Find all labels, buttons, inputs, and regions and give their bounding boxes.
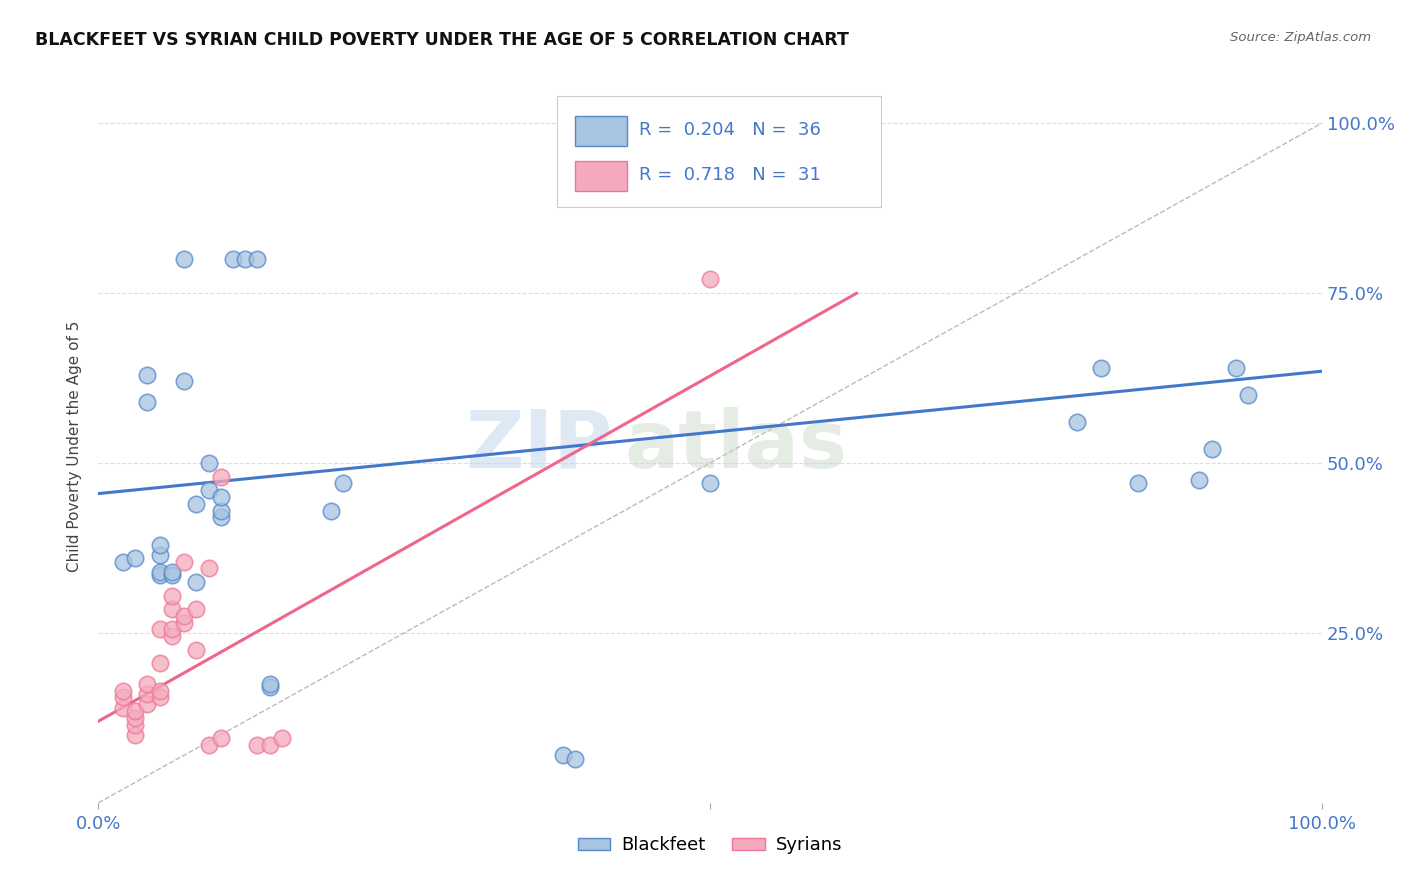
Point (259, 738, 281, 752)
Point (259, 680, 281, 694)
Point (111, 700, 134, 714)
Point (1201, 442, 1223, 457)
Point (564, 751, 586, 765)
Point (111, 690, 134, 705)
Point (186, 497, 208, 511)
Text: R =  0.718   N =  31: R = 0.718 N = 31 (640, 166, 821, 184)
Text: atlas: atlas (624, 407, 848, 485)
Point (699, 272, 721, 286)
Point (149, 623, 172, 637)
Point (111, 555, 134, 569)
Point (246, 252, 269, 266)
Text: Source: ZipAtlas.com: Source: ZipAtlas.com (1230, 31, 1371, 45)
Legend: Blackfeet, Syrians: Blackfeet, Syrians (571, 830, 849, 862)
Point (186, 602, 208, 616)
Point (149, 683, 172, 698)
Point (124, 551, 146, 566)
Point (149, 548, 172, 562)
FancyBboxPatch shape (575, 161, 627, 191)
Text: R =  0.204   N =  36: R = 0.204 N = 36 (640, 121, 821, 139)
Point (1237, 388, 1260, 402)
Text: ZIP: ZIP (465, 407, 612, 485)
Point (1128, 476, 1150, 491)
Point (136, 394, 159, 409)
Point (209, 490, 232, 504)
Point (149, 568, 172, 582)
Point (160, 602, 183, 616)
Point (173, 555, 195, 569)
Point (124, 704, 146, 718)
FancyBboxPatch shape (575, 116, 627, 145)
Point (149, 565, 172, 579)
Point (197, 561, 219, 575)
Point (186, 643, 208, 657)
Point (136, 677, 159, 691)
Point (197, 456, 219, 470)
Point (259, 677, 281, 691)
Point (124, 728, 146, 742)
Point (124, 717, 146, 731)
Point (197, 483, 219, 498)
Point (111, 683, 134, 698)
Point (197, 738, 219, 752)
Point (173, 615, 195, 630)
Point (553, 748, 575, 763)
Point (209, 503, 232, 517)
Point (136, 698, 159, 712)
Point (149, 537, 172, 551)
Point (160, 629, 183, 643)
Point (1090, 360, 1112, 375)
Point (160, 565, 183, 579)
Point (173, 252, 195, 266)
Point (160, 589, 183, 603)
Point (699, 476, 721, 491)
Point (136, 368, 159, 382)
Point (246, 738, 269, 752)
Point (149, 657, 172, 671)
Point (136, 687, 159, 701)
Point (222, 252, 245, 266)
Point (319, 503, 342, 517)
Point (209, 510, 232, 524)
Point (1066, 415, 1088, 429)
Point (1225, 360, 1247, 375)
Point (173, 608, 195, 623)
Point (173, 375, 195, 389)
Point (332, 476, 354, 491)
Point (124, 711, 146, 725)
Y-axis label: Child Poverty Under the Age of 5: Child Poverty Under the Age of 5 (67, 320, 83, 572)
Point (233, 252, 256, 266)
Point (149, 690, 172, 705)
Point (186, 574, 208, 589)
Point (160, 568, 183, 582)
Point (209, 731, 232, 746)
Text: BLACKFEET VS SYRIAN CHILD POVERTY UNDER THE AGE OF 5 CORRELATION CHART: BLACKFEET VS SYRIAN CHILD POVERTY UNDER … (35, 31, 849, 49)
Point (270, 731, 294, 746)
Point (160, 623, 183, 637)
FancyBboxPatch shape (557, 96, 882, 207)
Point (209, 469, 232, 483)
Point (1188, 473, 1211, 487)
